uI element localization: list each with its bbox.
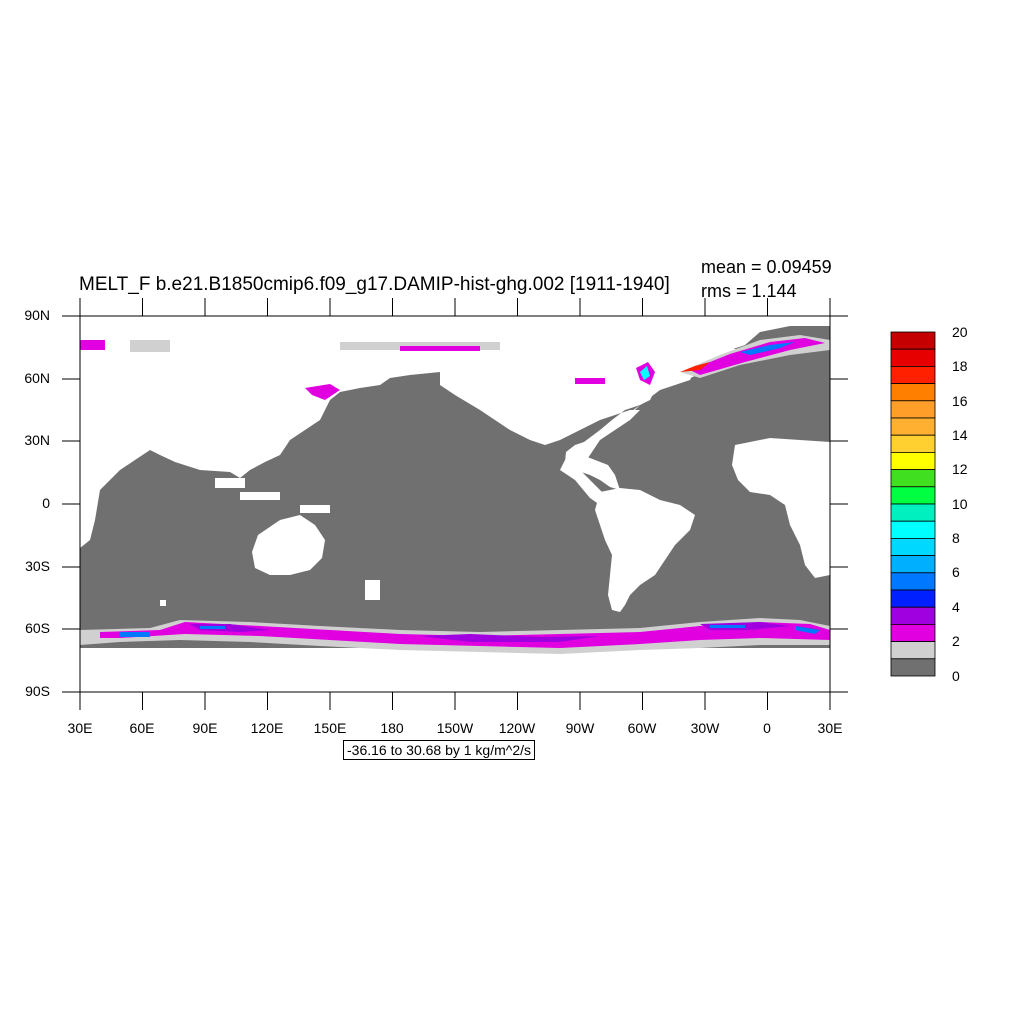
colorbar-box bbox=[890, 348, 936, 367]
colorbar-label: 6 bbox=[952, 564, 960, 580]
colorbar-box bbox=[890, 417, 936, 436]
x-tick-label: 120W bbox=[498, 720, 536, 736]
y-tick-label: 30N bbox=[24, 432, 50, 448]
colorbar-box bbox=[890, 434, 936, 453]
colorbar-box bbox=[890, 451, 936, 470]
colorbar-box bbox=[890, 555, 936, 574]
colorbar-box bbox=[890, 331, 936, 350]
map-field bbox=[80, 316, 830, 692]
colorbar-box bbox=[890, 606, 936, 625]
colorbar-box bbox=[890, 383, 936, 402]
x-tick-label: 30E bbox=[67, 720, 93, 736]
island bbox=[300, 505, 330, 513]
north-atlantic-melt-hot bbox=[680, 362, 710, 372]
contour-info-box: -36.16 to 30.68 by 1 kg/m^2/s bbox=[343, 740, 536, 760]
mean-value: mean = 0.09459 bbox=[701, 257, 832, 277]
colorbar-box bbox=[890, 572, 936, 591]
x-tick-label: 30E bbox=[817, 720, 843, 736]
labrador-melt-cyan bbox=[640, 366, 650, 380]
colorbar-box bbox=[890, 400, 936, 419]
colorbar-label: 10 bbox=[952, 496, 968, 512]
colorbar bbox=[890, 331, 936, 677]
bering-melt bbox=[305, 384, 340, 400]
colorbar-label: 12 bbox=[952, 461, 968, 477]
x-tick-label: 60E bbox=[129, 720, 155, 736]
x-tick-label: 180 bbox=[380, 720, 404, 736]
colorbar-label: 20 bbox=[952, 324, 968, 340]
y-tick-label: 60S bbox=[25, 620, 50, 636]
colorbar-label: 14 bbox=[952, 427, 968, 443]
x-tick-label: 150W bbox=[436, 720, 474, 736]
rms-value: rms = 1.144 bbox=[701, 281, 797, 301]
colorbar-label: 2 bbox=[952, 633, 960, 649]
x-tick-label: 90W bbox=[565, 720, 595, 736]
plot-title: MELT_F b.e21.B1850cmip6.f09_g17.DAMIP-hi… bbox=[79, 274, 670, 295]
colorbar-label: 4 bbox=[952, 599, 960, 615]
x-tick-label: 60W bbox=[627, 720, 657, 736]
eurasia-land bbox=[80, 326, 350, 540]
arctic-ice-strip bbox=[130, 340, 170, 352]
colorbar-box bbox=[890, 365, 936, 384]
colorbar-label: 8 bbox=[952, 530, 960, 546]
antarctica-land bbox=[80, 648, 830, 692]
colorbar-box bbox=[890, 520, 936, 539]
island bbox=[215, 478, 245, 488]
arctic-ice-strip bbox=[400, 346, 480, 351]
y-tick-label: 30S bbox=[25, 558, 50, 574]
colorbar-label: 16 bbox=[952, 393, 968, 409]
north-atlantic-melt-blue bbox=[740, 342, 795, 355]
x-tick-label: 150E bbox=[313, 720, 347, 736]
colorbar-box bbox=[890, 486, 936, 505]
island bbox=[365, 580, 380, 600]
x-tick-label: 30W bbox=[690, 720, 720, 736]
x-tick-label: 90E bbox=[192, 720, 218, 736]
y-tick-label: 90S bbox=[25, 683, 50, 699]
colorbar-box bbox=[890, 641, 936, 660]
colorbar-box bbox=[890, 469, 936, 488]
x-tick-label: 120E bbox=[250, 720, 284, 736]
hudson-melt bbox=[575, 378, 605, 384]
island bbox=[240, 492, 280, 500]
colorbar-box bbox=[890, 624, 936, 643]
south-america-land bbox=[595, 488, 695, 612]
arctic-ice-strip bbox=[80, 340, 105, 350]
island bbox=[160, 600, 166, 606]
colorbar-box bbox=[890, 589, 936, 608]
africa-land bbox=[732, 438, 830, 578]
australia-land bbox=[252, 515, 325, 575]
colorbar-label: 18 bbox=[952, 358, 968, 374]
colorbar-label: 0 bbox=[952, 668, 960, 684]
southern-melt-band bbox=[100, 622, 830, 648]
y-tick-label: 60N bbox=[24, 370, 50, 386]
north-america-land bbox=[440, 366, 655, 490]
colorbar-box bbox=[890, 658, 936, 677]
colorbar-box bbox=[890, 538, 936, 557]
y-tick-label: 90N bbox=[24, 307, 50, 323]
north-atlantic-melt-magenta bbox=[690, 338, 825, 375]
axis-ticks bbox=[62, 298, 848, 710]
x-tick-label: 0 bbox=[763, 720, 771, 736]
colorbar-box bbox=[890, 503, 936, 522]
y-tick-label: 0 bbox=[42, 495, 50, 511]
southern-melt-purple bbox=[190, 622, 790, 642]
